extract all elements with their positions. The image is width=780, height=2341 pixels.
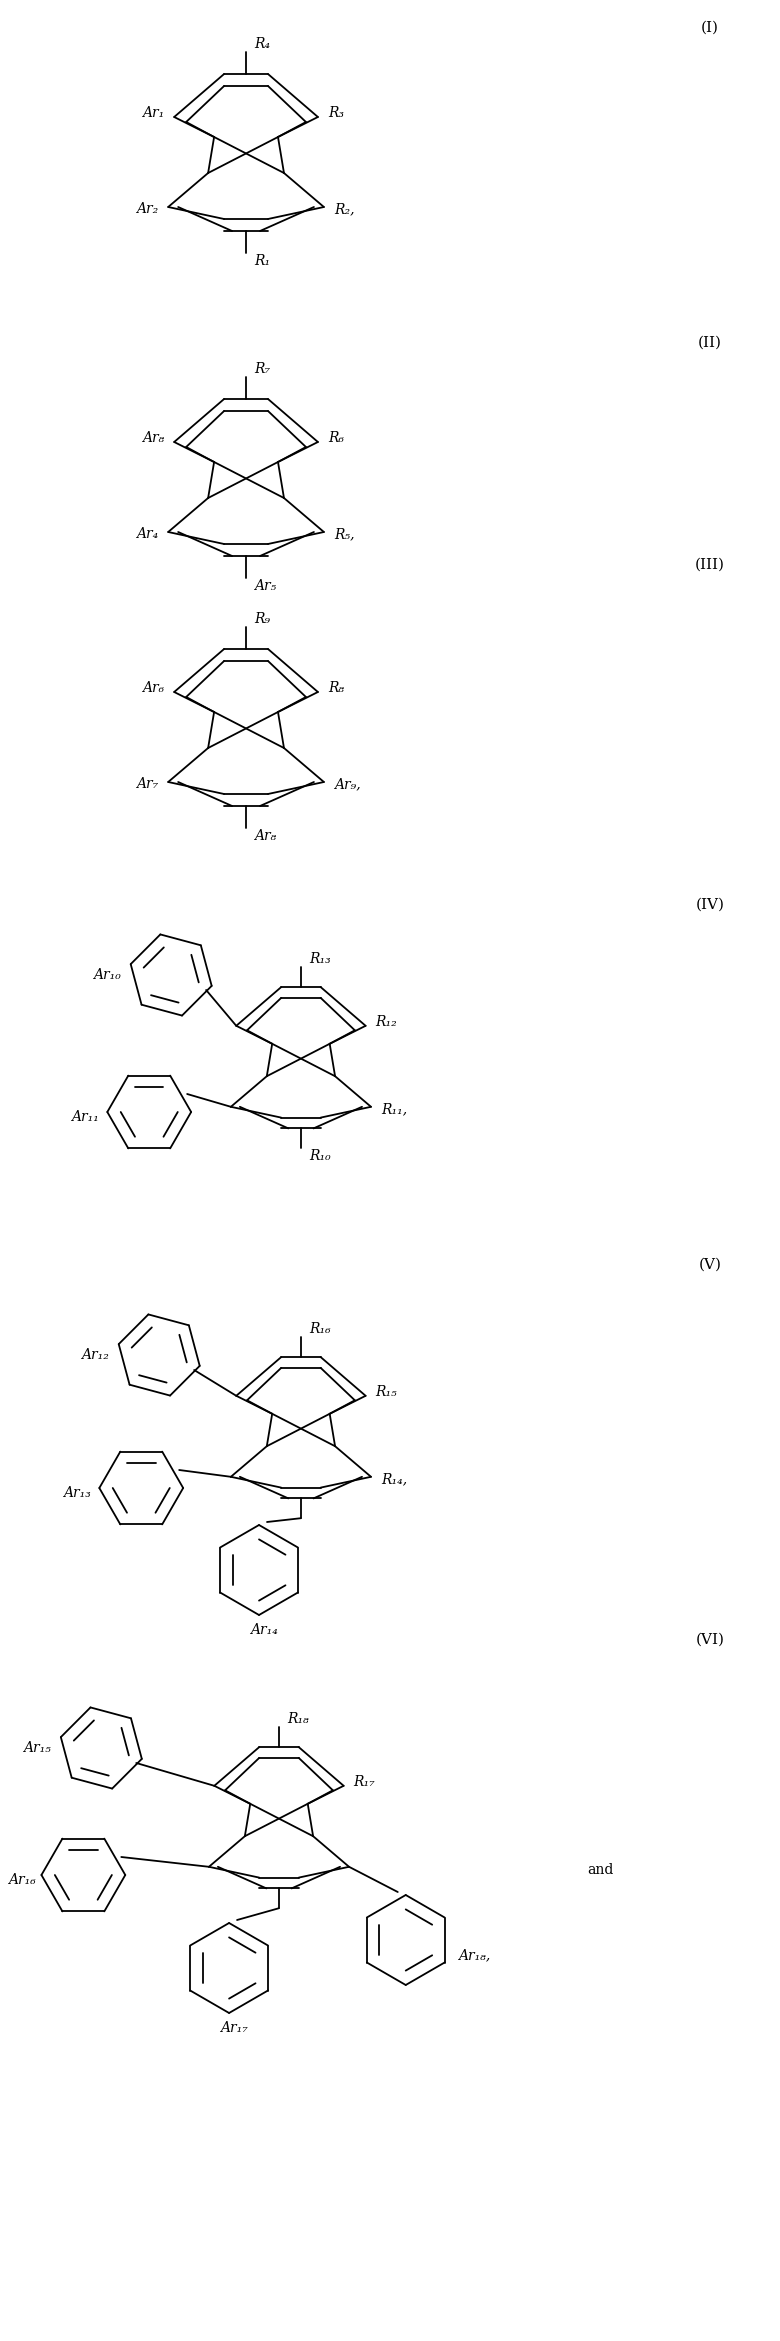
Text: R₅,: R₅, (334, 527, 354, 541)
Text: (V): (V) (699, 1257, 722, 1271)
Text: R₁₄,: R₁₄, (381, 1472, 407, 1487)
Text: Ar₈: Ar₈ (254, 829, 276, 843)
Text: R₁₈: R₁₈ (287, 1711, 309, 1725)
Text: Ar₄: Ar₄ (136, 527, 158, 541)
Text: R₈: R₈ (328, 681, 344, 695)
Text: R₁₆: R₁₆ (309, 1323, 331, 1337)
Text: Ar₁₁: Ar₁₁ (72, 1110, 99, 1124)
Text: (II): (II) (698, 337, 722, 351)
Text: Ar₅: Ar₅ (254, 578, 276, 592)
Text: R₁₅: R₁₅ (376, 1386, 397, 1400)
Text: Ar₁: Ar₁ (142, 105, 165, 119)
Text: R₉: R₉ (254, 611, 270, 625)
Text: (VI): (VI) (696, 1634, 725, 1648)
Text: R₁₁,: R₁₁, (381, 1103, 407, 1117)
Text: Ar₁₆: Ar₁₆ (8, 1873, 35, 1887)
Text: (I): (I) (701, 21, 719, 35)
Text: and: and (587, 1863, 614, 1877)
Text: R₁₃: R₁₃ (309, 953, 331, 967)
Text: Ar₈: Ar₈ (142, 431, 165, 445)
Text: Ar₂: Ar₂ (136, 201, 158, 215)
Text: R₁₂: R₁₂ (376, 1014, 397, 1028)
Text: R₁: R₁ (254, 255, 270, 267)
Text: R₃: R₃ (328, 105, 344, 119)
Text: Ar₁₈,: Ar₁₈, (458, 1948, 490, 1962)
Text: (IV): (IV) (696, 899, 725, 913)
Text: R₁₇: R₁₇ (353, 1774, 375, 1789)
Text: Ar₆: Ar₆ (142, 681, 165, 695)
Text: Ar₁₅: Ar₁₅ (23, 1742, 51, 1756)
Text: Ar₇: Ar₇ (136, 777, 158, 791)
Text: R₂,: R₂, (334, 201, 354, 215)
Text: R₄: R₄ (254, 37, 270, 52)
Text: R₁₀: R₁₀ (309, 1149, 331, 1163)
Text: Ar₁₄: Ar₁₄ (250, 1622, 278, 1636)
Text: (III): (III) (695, 557, 725, 571)
Text: Ar₁₀: Ar₁₀ (94, 967, 122, 981)
Text: R₇: R₇ (254, 363, 270, 377)
Text: Ar₁₇: Ar₁₇ (220, 2020, 248, 2034)
Text: Ar₁₂: Ar₁₂ (81, 1348, 109, 1362)
Text: Ar₁₃: Ar₁₃ (63, 1487, 91, 1501)
Text: R₆: R₆ (328, 431, 344, 445)
Text: Ar₉,: Ar₉, (334, 777, 360, 791)
